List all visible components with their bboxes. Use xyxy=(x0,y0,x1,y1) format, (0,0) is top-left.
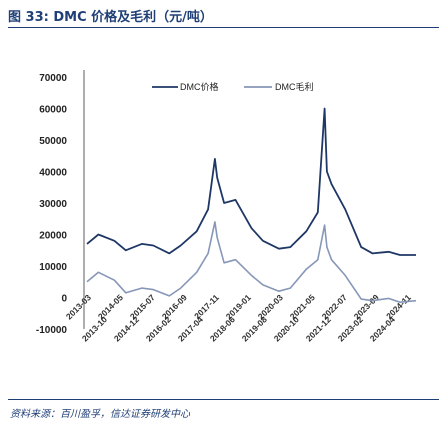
legend-label-price: DMC价格 xyxy=(180,81,219,92)
x-tick-label: 2016-09 xyxy=(160,292,189,321)
figure-title: 图 33: DMC 价格及毛利（元/吨） xyxy=(8,10,213,25)
y-tick-label: -10000 xyxy=(36,325,68,336)
y-tick-label: 50000 xyxy=(39,136,67,147)
y-tick-label: 20000 xyxy=(39,231,67,242)
x-tick-label: 2021-05 xyxy=(288,292,317,321)
y-axis-ticks: 70000 60000 50000 40000 30000 20000 10000 0 -100… xyxy=(36,73,68,336)
y-tick-label: 60000 xyxy=(39,105,67,116)
x-tick-label: 2022-07 xyxy=(320,292,349,321)
series-line-margin xyxy=(86,221,417,303)
source-note: 资料来源：百川盈孚，信达证券研发中心 xyxy=(10,409,190,420)
series-lines xyxy=(86,107,417,303)
series-line-price xyxy=(86,107,416,256)
y-tick-label: 10000 xyxy=(39,262,67,273)
y-tick-label: 30000 xyxy=(39,199,67,210)
y-tick-label: 40000 xyxy=(39,168,67,179)
legend: DMC价格 DMC毛利 xyxy=(152,81,314,92)
dmc-price-margin-chart: 70000 60000 50000 40000 30000 20000 10000 0 -100… xyxy=(36,70,417,343)
x-tick-label: 2015-07 xyxy=(128,292,157,321)
y-tick-label: 0 xyxy=(61,294,67,305)
x-tick-label: 2017-11 xyxy=(192,292,221,321)
x-tick-label: 2013-03 xyxy=(64,292,93,321)
x-tick-label: 2024-11 xyxy=(384,292,413,321)
title-rule xyxy=(8,27,439,28)
y-tick-label: 70000 xyxy=(39,73,67,84)
x-tick-label: 2014-05 xyxy=(96,292,125,321)
source-rule xyxy=(8,399,439,400)
x-tick-label: 2019-01 xyxy=(224,292,253,321)
x-axis-ticks: 2013-032013-102014-052014-122015-072016-… xyxy=(64,292,413,343)
legend-label-margin: DMC毛利 xyxy=(275,81,314,92)
x-tick-label: 2023-09 xyxy=(352,292,381,321)
x-tick-label: 2020-03 xyxy=(256,292,285,321)
